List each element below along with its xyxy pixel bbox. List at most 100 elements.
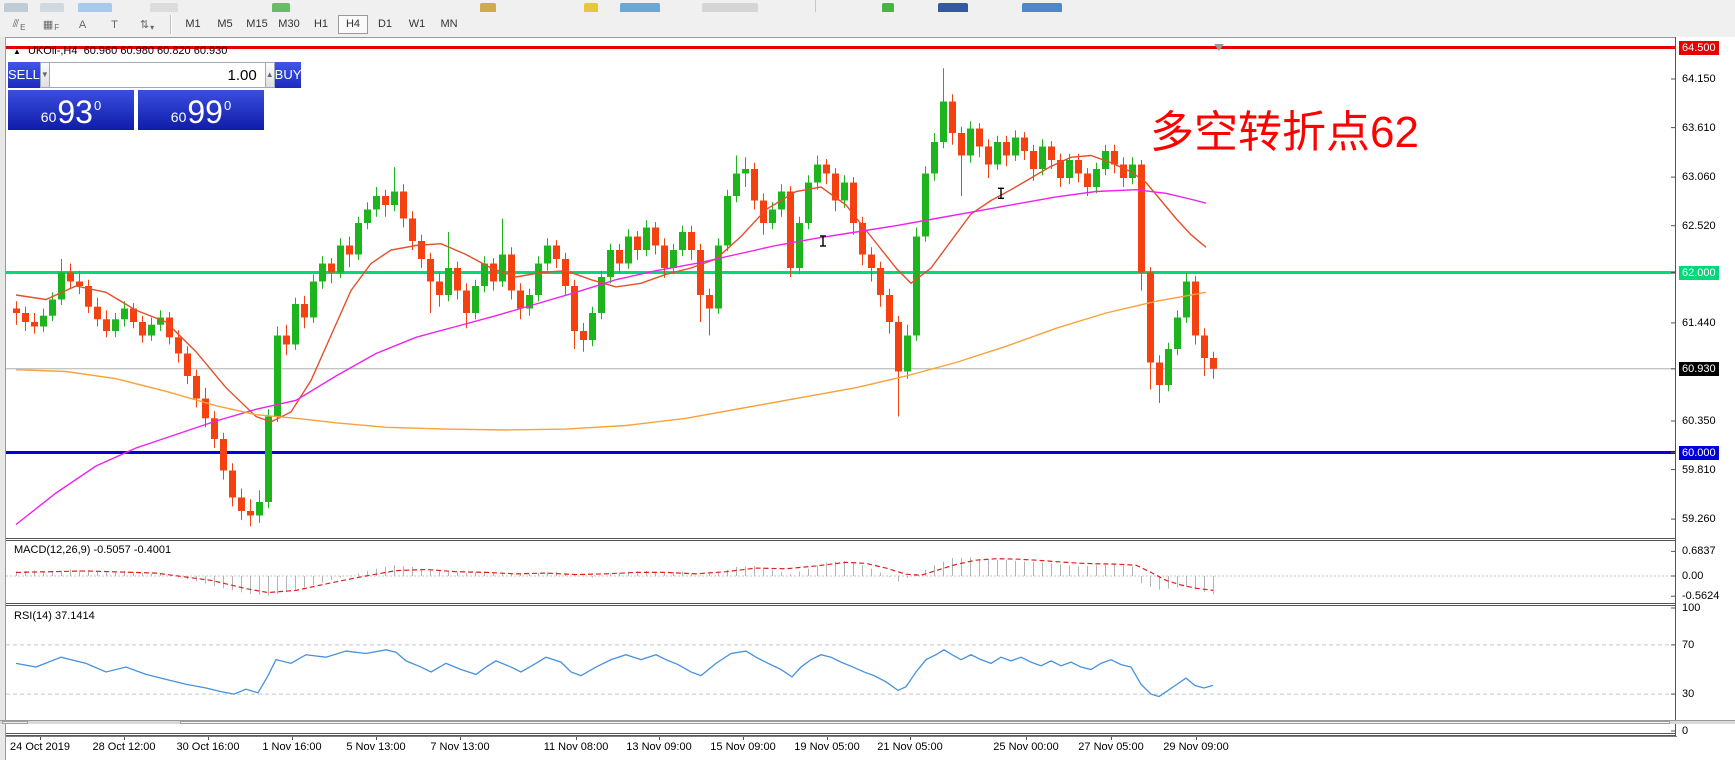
icon-partial-group1[interactable] — [702, 3, 758, 12]
candle-body — [328, 263, 335, 273]
time-label: 28 Oct 12:00 — [92, 741, 156, 753]
timeframe-button-h1[interactable]: H1 — [313, 18, 329, 30]
one-click-trade-panel: SELL ▼ ▲ BUY 60 93 0 60 99 0 — [8, 62, 302, 130]
candle-body — [220, 439, 227, 471]
toolbar-row-main: ⫻ E ▦ F A T ⇅ ▾ M1 M5 M15 M30 H1 H4 D1 W1 MN — [0, 12, 1735, 38]
candle-body — [697, 250, 704, 295]
buy-price-pips: 99 — [187, 94, 223, 130]
axis-label-64.150: 64.150 — [1682, 73, 1716, 85]
icon-partial-blue-bar[interactable] — [1022, 3, 1062, 12]
icon-partial-magnifier[interactable] — [150, 3, 178, 12]
icon-partial-green-bar[interactable] — [882, 3, 894, 12]
icon-partial-chart[interactable] — [4, 3, 28, 12]
candle-body — [211, 418, 218, 439]
horizontal-scrollbar[interactable] — [0, 720, 1735, 724]
candle-body — [1021, 137, 1028, 151]
icon-partial-gold[interactable] — [480, 3, 496, 12]
timeframe-button-d1[interactable]: D1 — [377, 18, 393, 30]
candle-body — [1075, 160, 1082, 174]
timeframe-button-m1[interactable]: M1 — [185, 18, 201, 30]
scrollbar-button[interactable] — [2, 721, 28, 724]
candle-body — [1156, 362, 1163, 385]
axis-label-60.930: 60.930 — [1679, 361, 1719, 376]
candle-body — [1030, 151, 1037, 169]
crosshair-marker-icon — [998, 187, 1004, 200]
channel-lines-tool-icon[interactable]: ⫻ E — [12, 18, 26, 32]
text-box-tool-icon[interactable]: T — [111, 18, 118, 31]
candle-body — [481, 263, 488, 286]
chart-shift-marker-icon[interactable] — [1214, 44, 1224, 51]
candle-body — [1210, 358, 1217, 369]
candle-body — [823, 164, 830, 174]
symbol-name: UKOil-,H4 — [27, 45, 78, 57]
candle-body — [814, 164, 821, 183]
candle-body — [553, 245, 560, 259]
axis-label-60.350: 60.350 — [1682, 415, 1716, 427]
icon-partial-newchart[interactable] — [40, 3, 64, 12]
buy-price-whole: 60 — [170, 109, 187, 125]
fibo-grid-tool-icon[interactable]: ▦ F — [42, 19, 60, 32]
axis-label-61.440: 61.440 — [1682, 316, 1716, 329]
candle-body — [1147, 272, 1154, 363]
scrollbar-thumb[interactable] — [180, 721, 1670, 724]
time-axis[interactable]: 24 Oct 2019 28 Oct 12:00 30 Oct 16:00 1 Nov… — [6, 736, 1677, 758]
volume-decrease-button[interactable]: ▼ — [39, 62, 50, 88]
timeframe-button-mn[interactable]: MN — [440, 18, 458, 30]
sell-price-pips: 93 — [57, 94, 93, 130]
volume-increase-button[interactable]: ▲ — [264, 62, 275, 88]
timeframe-button-h4[interactable]: H4 — [338, 15, 368, 34]
candle-body — [391, 191, 398, 205]
candle-body — [715, 245, 722, 309]
candle-body — [166, 317, 173, 338]
arrows-tool-icon[interactable]: ⇅ ▾ — [139, 19, 155, 32]
candle-body — [193, 376, 200, 399]
icon-partial-chart-colored[interactable] — [620, 3, 660, 12]
axis-label-0: 0 — [1682, 725, 1689, 737]
candle-body — [661, 245, 668, 268]
price-chart[interactable]: MACD(12,26,9) -0.5057 -0.4001 RSI(14) 37.… — [6, 37, 1677, 736]
timeframe-button-m30[interactable]: M30 — [278, 18, 300, 30]
candle-body — [976, 128, 983, 147]
chart-window[interactable]: MACD(12,26,9) -0.5057 -0.4001 RSI(14) 37.… — [0, 37, 1735, 760]
timeframe-button-w1[interactable]: W1 — [408, 18, 426, 30]
buy-price-button[interactable]: 60 99 0 — [138, 90, 264, 130]
icon-partial-neworder-selected[interactable] — [78, 3, 112, 12]
axis-label-59.260: 59.260 — [1682, 513, 1716, 526]
candle-body — [1012, 137, 1019, 156]
candle-body — [1120, 164, 1127, 178]
timeframe-button-m5[interactable]: M5 — [217, 18, 233, 30]
candle-body — [1129, 164, 1136, 178]
candle-body — [301, 304, 308, 318]
sell-button[interactable]: SELL — [8, 62, 40, 88]
candle-body — [1084, 173, 1091, 187]
time-label: 25 Nov 00:00 — [993, 741, 1059, 753]
chart-symbol-title[interactable]: ▲ UKOil-,H4 60.960 60.980 60.820 60.930 — [13, 45, 227, 57]
volume-input[interactable] — [49, 62, 265, 88]
axis-label-62.520: 62.520 — [1682, 219, 1716, 232]
text-label-tool-icon[interactable]: A — [78, 18, 87, 31]
candle-body — [1093, 169, 1100, 187]
candle-body — [310, 281, 317, 318]
timeframe-button-m15[interactable]: M15 — [246, 18, 268, 30]
candle-body — [499, 254, 506, 282]
ma-fast-red — [15, 154, 1207, 423]
sell-price-button[interactable]: 60 93 0 — [8, 90, 134, 130]
icon-partial-blue-blob[interactable] — [938, 3, 968, 12]
time-label: 1 Nov 16:00 — [262, 741, 322, 753]
icon-partial-green-plus[interactable] — [272, 3, 290, 12]
candle-body — [436, 281, 443, 295]
candle-body — [562, 259, 569, 286]
buy-button[interactable]: BUY — [274, 62, 302, 88]
axis-label-0.6837: 0.6837 — [1682, 545, 1716, 558]
candle-body — [157, 317, 164, 325]
candle-body — [22, 313, 29, 322]
price-axis[interactable]: 64.150 63.610 63.060 62.520 61.440 60.350 59.8… — [1677, 37, 1735, 737]
candle-body — [913, 236, 920, 336]
candle-body — [616, 250, 623, 264]
icon-partial-yellow[interactable] — [584, 3, 598, 12]
axis-label-100: 100 — [1682, 602, 1701, 614]
axis-label--0.5624: -0.5624 — [1682, 590, 1720, 603]
candle-body — [670, 250, 677, 268]
collapse-triangle-icon[interactable]: ▲ — [13, 47, 21, 56]
sell-price-whole: 60 — [40, 109, 57, 125]
